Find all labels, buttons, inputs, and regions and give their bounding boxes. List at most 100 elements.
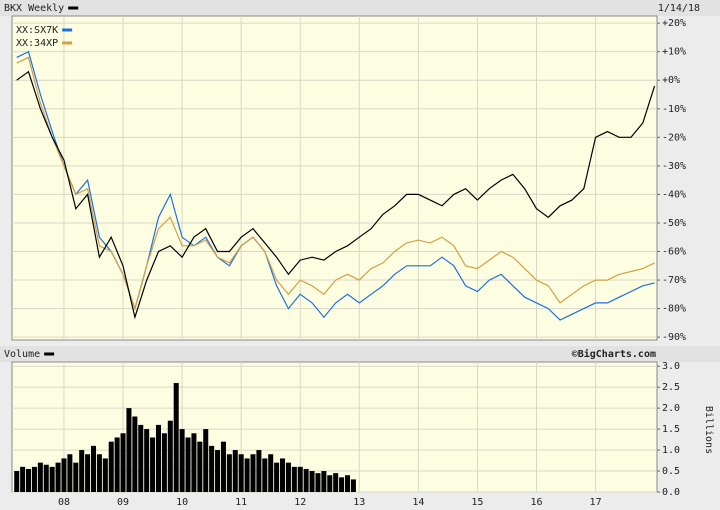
y-tick-label: -50% — [662, 218, 686, 229]
volume-bar — [333, 473, 339, 492]
source: ©BigCharts.com — [572, 348, 656, 360]
volume-bar — [37, 462, 43, 492]
volume-bar — [49, 466, 55, 492]
volume-bar — [344, 475, 351, 492]
volume-bar — [144, 429, 150, 492]
y-tick-label: -90% — [662, 332, 686, 343]
volume-bar — [220, 441, 226, 492]
volume-bar — [262, 458, 268, 492]
line-series — [16, 56, 655, 311]
volume-bar — [67, 454, 73, 492]
volume-header-bar — [0, 346, 720, 362]
volume-bar — [20, 466, 26, 492]
y-tick-label: -60% — [662, 247, 686, 258]
volume-bar — [150, 437, 156, 492]
y-tick-label: -10% — [662, 104, 686, 115]
volume-bar — [61, 458, 67, 492]
y-tick-label: 1.5 — [662, 424, 680, 435]
y-tick-label: -30% — [662, 161, 686, 172]
volume-bar — [215, 450, 221, 492]
volume-bar — [274, 462, 280, 492]
volume-bar — [209, 445, 215, 492]
x-tick-label: 13 — [353, 497, 365, 508]
y-tick-label: -40% — [662, 189, 686, 200]
volume-bar — [350, 479, 356, 492]
x-tick-label: 16 — [530, 497, 542, 508]
x-tick-label: 15 — [471, 497, 483, 508]
volume-bar — [291, 466, 297, 492]
y-axis-label: Billions — [703, 406, 714, 454]
volume-bar — [197, 441, 203, 492]
y-tick-label: 2.5 — [662, 382, 680, 393]
x-tick-label: 12 — [294, 497, 306, 508]
volume-bar — [280, 458, 286, 492]
y-tick-label: 0.5 — [662, 466, 680, 477]
y-tick-label: +20% — [662, 18, 686, 29]
volume-bar — [73, 462, 79, 492]
volume-bar — [226, 454, 232, 492]
volume-bar — [155, 424, 161, 492]
volume-bar — [309, 471, 315, 492]
volume-bar — [132, 416, 138, 492]
volume-bar — [55, 462, 61, 492]
volume-bar — [185, 437, 191, 492]
y-tick-label: 0.0 — [662, 487, 680, 498]
volume-bar — [315, 473, 321, 492]
x-tick-label: 09 — [117, 497, 129, 508]
volume-bar — [31, 466, 37, 492]
volume-bar — [161, 433, 167, 492]
y-tick-label: +0% — [662, 75, 680, 86]
y-tick-label: -80% — [662, 304, 686, 315]
y-tick-label: +10% — [662, 47, 686, 58]
y-tick-label: -70% — [662, 275, 686, 286]
volume-bar — [321, 471, 327, 492]
volume-bar — [238, 454, 244, 492]
volume-bar — [327, 475, 333, 492]
volume-bar — [96, 454, 102, 492]
y-tick-label: 3.0 — [662, 361, 680, 372]
volume-bar — [14, 471, 20, 492]
volume-bar — [85, 454, 91, 492]
volume-bar — [250, 454, 256, 492]
volume-bar — [268, 454, 274, 492]
x-tick-label: 11 — [235, 497, 247, 508]
volume-bar — [297, 466, 303, 492]
x-tick-label: 10 — [176, 497, 188, 508]
volume-bar — [285, 462, 291, 492]
volume-bar — [303, 468, 309, 492]
x-tick-label: 17 — [590, 497, 602, 508]
volume-bar — [91, 445, 97, 492]
line-series — [16, 70, 656, 320]
volume-bar — [203, 429, 209, 492]
volume-bar — [339, 477, 345, 492]
volume-bar — [173, 382, 179, 492]
volume-title: Volume — [4, 349, 40, 360]
volume-bar — [120, 433, 126, 492]
y-tick-label: 2.0 — [662, 403, 680, 414]
volume-bar — [102, 458, 108, 492]
x-tick-label: 08 — [58, 497, 70, 508]
volume-bar — [79, 450, 85, 492]
legend-label: XX:SX7K — [16, 25, 58, 36]
chart-title: BKX Weekly — [4, 3, 64, 14]
price-plot — [11, 15, 658, 341]
volume-bar — [179, 429, 185, 492]
x-tick-label: 14 — [412, 497, 424, 508]
volume-bar — [26, 468, 32, 492]
volume-bar — [232, 450, 238, 492]
volume-bar — [256, 450, 262, 492]
header-bar — [0, 0, 720, 16]
date: 1/14/18 — [658, 3, 700, 14]
volume-bar — [43, 464, 49, 492]
volume-bar — [114, 437, 120, 492]
volume-bar — [167, 420, 173, 492]
volume-bar — [126, 408, 132, 492]
volume-bar — [244, 458, 250, 492]
legend-label: XX:34XP — [16, 38, 58, 49]
volume-bar — [191, 433, 197, 492]
volume-bar — [138, 424, 144, 492]
volume-bar — [108, 441, 114, 492]
y-tick-label: -20% — [662, 132, 686, 143]
y-tick-label: 1.0 — [662, 445, 680, 456]
